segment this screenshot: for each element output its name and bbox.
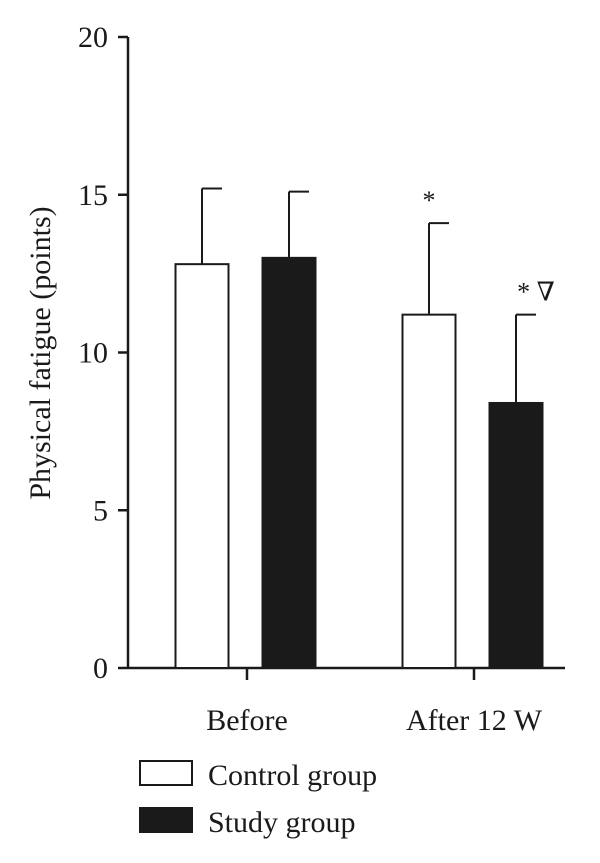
y-tick-label: 20 xyxy=(78,21,108,54)
y-axis-title: Physical fatigue (points) xyxy=(24,206,57,499)
significance-marker: * xyxy=(423,186,436,215)
bar xyxy=(488,401,544,669)
y-tick-label: 10 xyxy=(78,337,108,370)
y-tick-label: 5 xyxy=(93,494,108,527)
legend-swatch xyxy=(139,760,193,786)
y-tick-label: 0 xyxy=(93,652,108,685)
legend-swatch xyxy=(139,807,193,833)
x-tick-label: After 12 W xyxy=(406,704,543,737)
y-tick-label: 15 xyxy=(78,179,108,212)
legend-label: Control group xyxy=(208,759,377,792)
axes: 0 5 10 15 20 Before After 12 W xyxy=(78,21,565,737)
bars: * * ∇ xyxy=(174,186,555,669)
significance-marker: * ∇ xyxy=(517,278,555,307)
bar xyxy=(401,313,457,669)
legend: Control group Study group xyxy=(139,759,377,839)
bar xyxy=(174,263,230,669)
legend-label: Study group xyxy=(208,806,356,839)
bar xyxy=(261,256,317,669)
x-tick-label: Before xyxy=(206,704,288,737)
